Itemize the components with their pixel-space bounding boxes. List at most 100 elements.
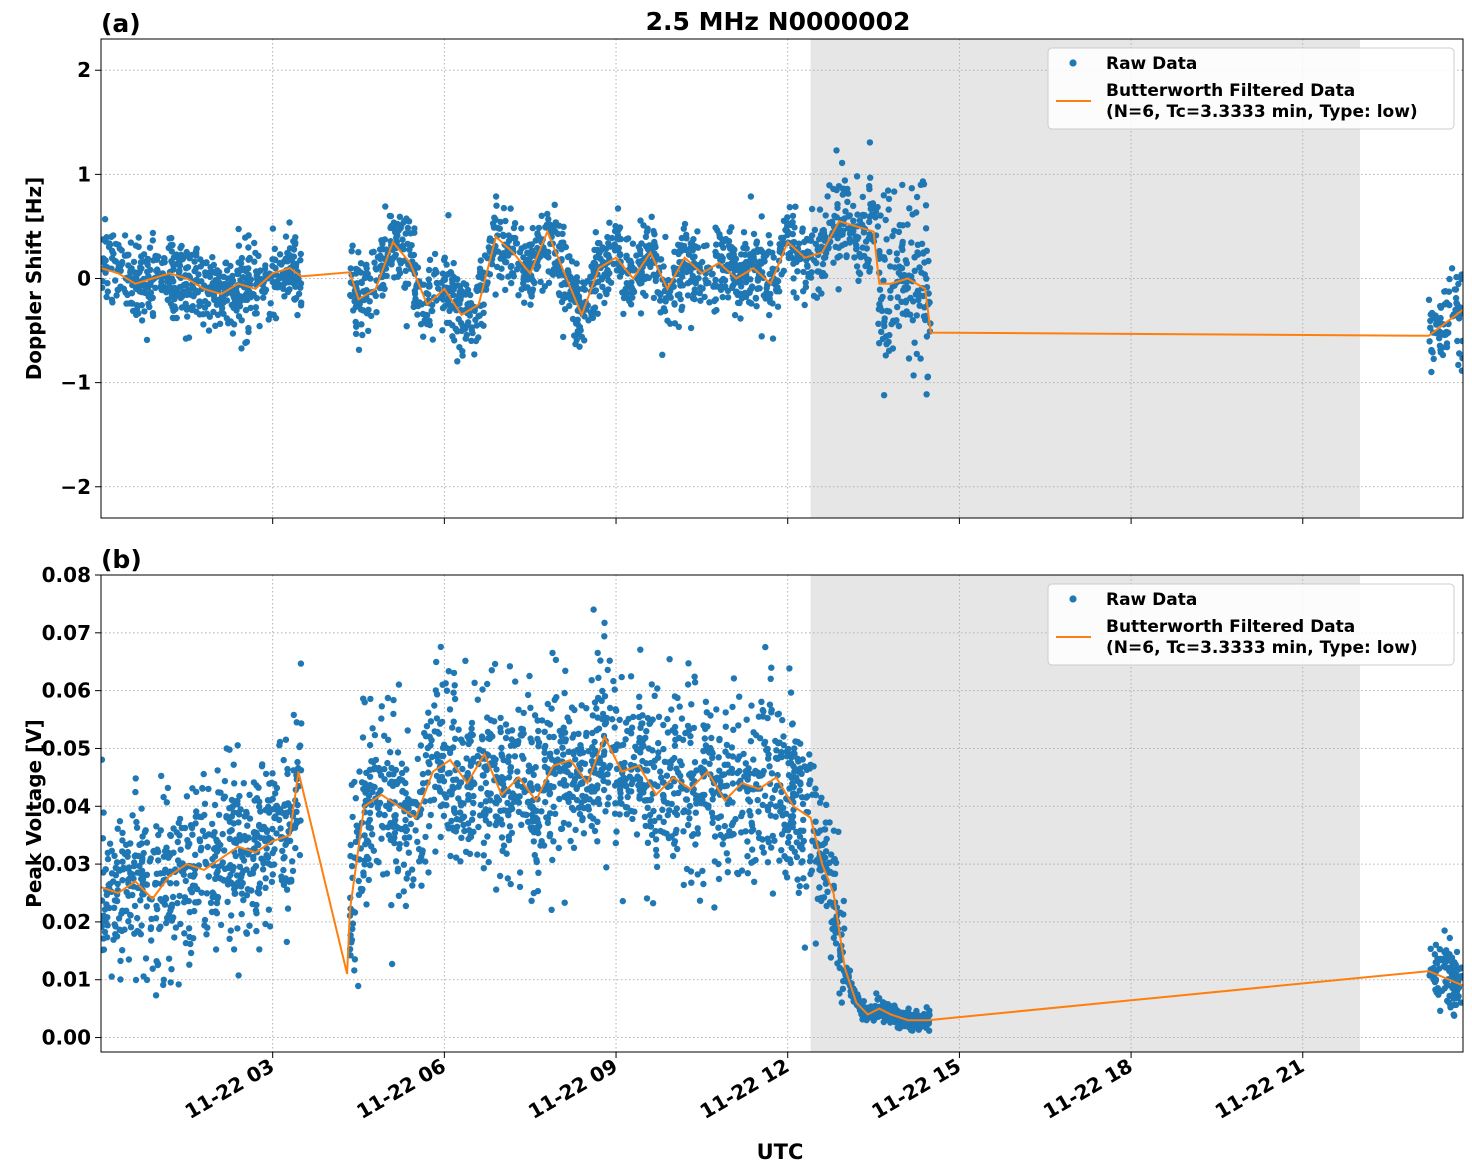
axes-frame — [100, 574, 1464, 1053]
raw-data-point — [665, 276, 672, 284]
raw-data-point — [675, 789, 682, 797]
raw-data-point — [273, 830, 280, 837]
raw-data-point — [235, 313, 243, 320]
raw-data-point — [450, 718, 457, 725]
raw-data-point — [101, 284, 106, 291]
raw-data-point — [881, 323, 888, 330]
raw-data-point — [835, 286, 842, 293]
raw-data-point — [357, 306, 365, 313]
raw-data-point — [353, 323, 360, 330]
raw-data-point — [573, 260, 580, 267]
raw-data-point — [791, 224, 798, 231]
raw-data-point — [189, 785, 196, 792]
raw-data-point — [1452, 990, 1460, 997]
raw-data-point — [147, 295, 154, 302]
raw-data-point — [1446, 934, 1454, 942]
raw-data-point — [911, 339, 918, 346]
raw-data-point — [787, 689, 795, 696]
raw-data-point — [922, 225, 930, 232]
raw-data-point — [186, 961, 193, 968]
raw-data-point — [210, 308, 217, 316]
raw-data-point — [486, 820, 493, 827]
raw-data-point — [180, 281, 188, 289]
raw-data-point — [243, 866, 250, 873]
raw-data-point — [646, 811, 654, 819]
raw-data-point — [673, 811, 681, 818]
raw-data-point — [405, 218, 413, 225]
raw-data-point — [112, 277, 119, 284]
raw-data-point — [416, 788, 424, 796]
raw-data-point — [360, 872, 367, 879]
raw-data-point — [394, 865, 402, 872]
raw-data-point — [227, 871, 234, 879]
raw-data-point — [545, 787, 553, 794]
raw-data-point — [455, 315, 462, 323]
raw-data-point — [475, 273, 482, 280]
raw-data-point — [276, 259, 283, 267]
raw-data-point — [1446, 275, 1453, 283]
raw-data-point — [457, 858, 464, 865]
raw-data-point — [137, 897, 144, 904]
raw-data-point — [718, 283, 725, 290]
raw-data-point — [785, 833, 793, 841]
raw-data-point — [544, 210, 551, 218]
raw-data-point — [807, 274, 815, 281]
raw-data-point — [592, 287, 600, 294]
raw-data-point — [1451, 959, 1458, 966]
raw-data-point — [184, 264, 192, 271]
raw-data-point — [694, 871, 701, 878]
raw-data-point — [230, 321, 238, 328]
raw-data-point — [228, 301, 235, 309]
raw-data-point — [503, 850, 510, 857]
raw-data-point — [101, 756, 106, 763]
raw-data-point — [643, 273, 650, 280]
raw-data-point — [793, 853, 801, 861]
raw-data-point — [291, 241, 299, 248]
raw-data-point — [545, 215, 552, 223]
raw-data-point — [103, 293, 110, 301]
raw-data-point — [697, 799, 704, 807]
raw-data-point — [1432, 941, 1440, 948]
raw-data-series — [101, 606, 1463, 1034]
raw-data-point — [205, 873, 213, 880]
raw-data-point — [746, 798, 754, 805]
raw-data-point — [250, 779, 258, 786]
raw-data-point — [113, 859, 121, 866]
raw-data-point — [655, 749, 662, 756]
raw-data-point — [457, 736, 465, 743]
raw-data-point — [750, 756, 757, 763]
raw-data-point — [695, 261, 703, 269]
raw-data-point — [160, 255, 168, 262]
raw-data-point — [243, 892, 251, 899]
raw-data-point — [434, 758, 442, 765]
raw-data-point — [461, 827, 468, 835]
raw-data-point — [865, 235, 872, 242]
raw-data-point — [674, 694, 681, 702]
raw-data-point — [753, 303, 760, 310]
raw-data-point — [414, 838, 421, 846]
raw-data-point — [768, 664, 775, 671]
raw-data-point — [506, 663, 514, 670]
raw-data-point — [920, 249, 927, 256]
raw-data-point — [771, 786, 779, 794]
raw-data-point — [570, 750, 577, 758]
raw-data-point — [205, 290, 212, 298]
raw-data-point — [583, 705, 590, 712]
raw-data-point — [785, 772, 793, 779]
raw-data-point — [664, 811, 671, 819]
raw-data-point — [671, 838, 679, 845]
raw-data-point — [721, 761, 728, 768]
x-tick-label: 11-22 21 — [1211, 1054, 1309, 1124]
raw-data-point — [837, 231, 845, 239]
raw-data-point — [574, 746, 581, 754]
raw-data-point — [685, 660, 692, 667]
raw-data-point — [152, 915, 160, 922]
raw-data-point — [518, 286, 525, 293]
raw-data-point — [864, 256, 871, 263]
raw-data-point — [496, 872, 504, 880]
raw-data-point — [618, 673, 625, 681]
raw-data-point — [603, 251, 610, 258]
raw-data-point — [119, 858, 126, 865]
